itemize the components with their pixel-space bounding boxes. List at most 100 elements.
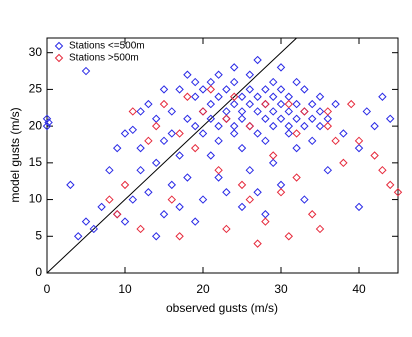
point: [346, 99, 356, 109]
point: [183, 92, 192, 101]
point: [268, 121, 278, 131]
point: [284, 99, 294, 109]
point: [151, 232, 161, 241]
point: [276, 99, 286, 109]
point: [175, 85, 184, 94]
point: [120, 129, 130, 138]
point: [222, 114, 231, 123]
point: [237, 143, 247, 153]
point: [167, 129, 177, 138]
point: [284, 129, 294, 138]
point: [112, 210, 122, 219]
point: [315, 92, 325, 101]
point: [268, 158, 278, 168]
point: [261, 85, 270, 94]
point: [198, 107, 208, 116]
point: [167, 107, 177, 116]
point: [307, 114, 317, 123]
point: [339, 158, 348, 168]
point: [245, 121, 255, 131]
point: [292, 99, 301, 109]
point: [44, 118, 53, 127]
point: [276, 63, 286, 72]
point: [128, 107, 138, 116]
point: [144, 99, 153, 109]
point: [245, 121, 255, 131]
point: [128, 125, 138, 135]
y-tick-label: 30: [29, 45, 43, 59]
point: [159, 85, 169, 94]
point: [214, 92, 223, 101]
y-tick-label: 15: [29, 155, 43, 169]
point: [190, 121, 200, 131]
point: [323, 114, 333, 123]
point: [253, 92, 262, 101]
point: [229, 92, 239, 101]
point: [261, 114, 270, 123]
point: [229, 77, 239, 87]
point: [183, 114, 192, 123]
point: [276, 85, 286, 94]
point: [300, 85, 309, 94]
point: [222, 188, 231, 197]
x-tick-label: 30: [274, 282, 288, 296]
point: [214, 70, 223, 79]
point: [378, 165, 387, 175]
point: [237, 180, 247, 190]
point: [276, 188, 286, 197]
point: [105, 165, 114, 175]
point: [261, 136, 270, 146]
point: [144, 188, 153, 197]
point: [284, 92, 294, 101]
point: [120, 217, 130, 226]
point: [175, 202, 184, 212]
point: [214, 121, 223, 131]
point: [222, 107, 231, 116]
point: [268, 92, 278, 101]
point: [261, 217, 270, 226]
point: [323, 107, 333, 116]
point: [190, 143, 200, 153]
point: [206, 77, 216, 87]
point: [206, 151, 216, 160]
point: [268, 151, 278, 160]
point: [261, 99, 270, 109]
point: [276, 114, 286, 123]
point: [300, 107, 309, 116]
point: [159, 210, 169, 219]
point: [315, 224, 325, 234]
point: [370, 121, 379, 131]
point: [222, 114, 231, 123]
point: [214, 165, 223, 175]
point: [253, 55, 262, 65]
point: [136, 165, 145, 175]
point: [167, 180, 177, 190]
legend-label: Stations <=500m: [69, 41, 145, 52]
point: [198, 129, 208, 138]
point: [237, 202, 247, 212]
point: [237, 114, 247, 123]
point: [222, 85, 231, 94]
point: [237, 92, 247, 101]
point: [183, 70, 192, 79]
point: [222, 224, 231, 234]
y-tick-label: 5: [35, 228, 42, 242]
point: [190, 92, 200, 101]
point: [198, 85, 208, 94]
point: [120, 180, 130, 190]
point: [136, 143, 145, 153]
point: [300, 195, 309, 204]
one-to-one-line: [46, 37, 297, 274]
point: [214, 173, 223, 182]
x-tick-label: 0: [44, 282, 51, 296]
point: [136, 224, 145, 234]
x-axis-label: observed gusts (m/s): [166, 301, 278, 315]
point: [261, 99, 270, 109]
point: [253, 239, 262, 248]
point: [292, 129, 301, 138]
point: [151, 158, 161, 168]
point: [245, 70, 255, 79]
point: [261, 210, 270, 219]
point: [42, 114, 52, 123]
